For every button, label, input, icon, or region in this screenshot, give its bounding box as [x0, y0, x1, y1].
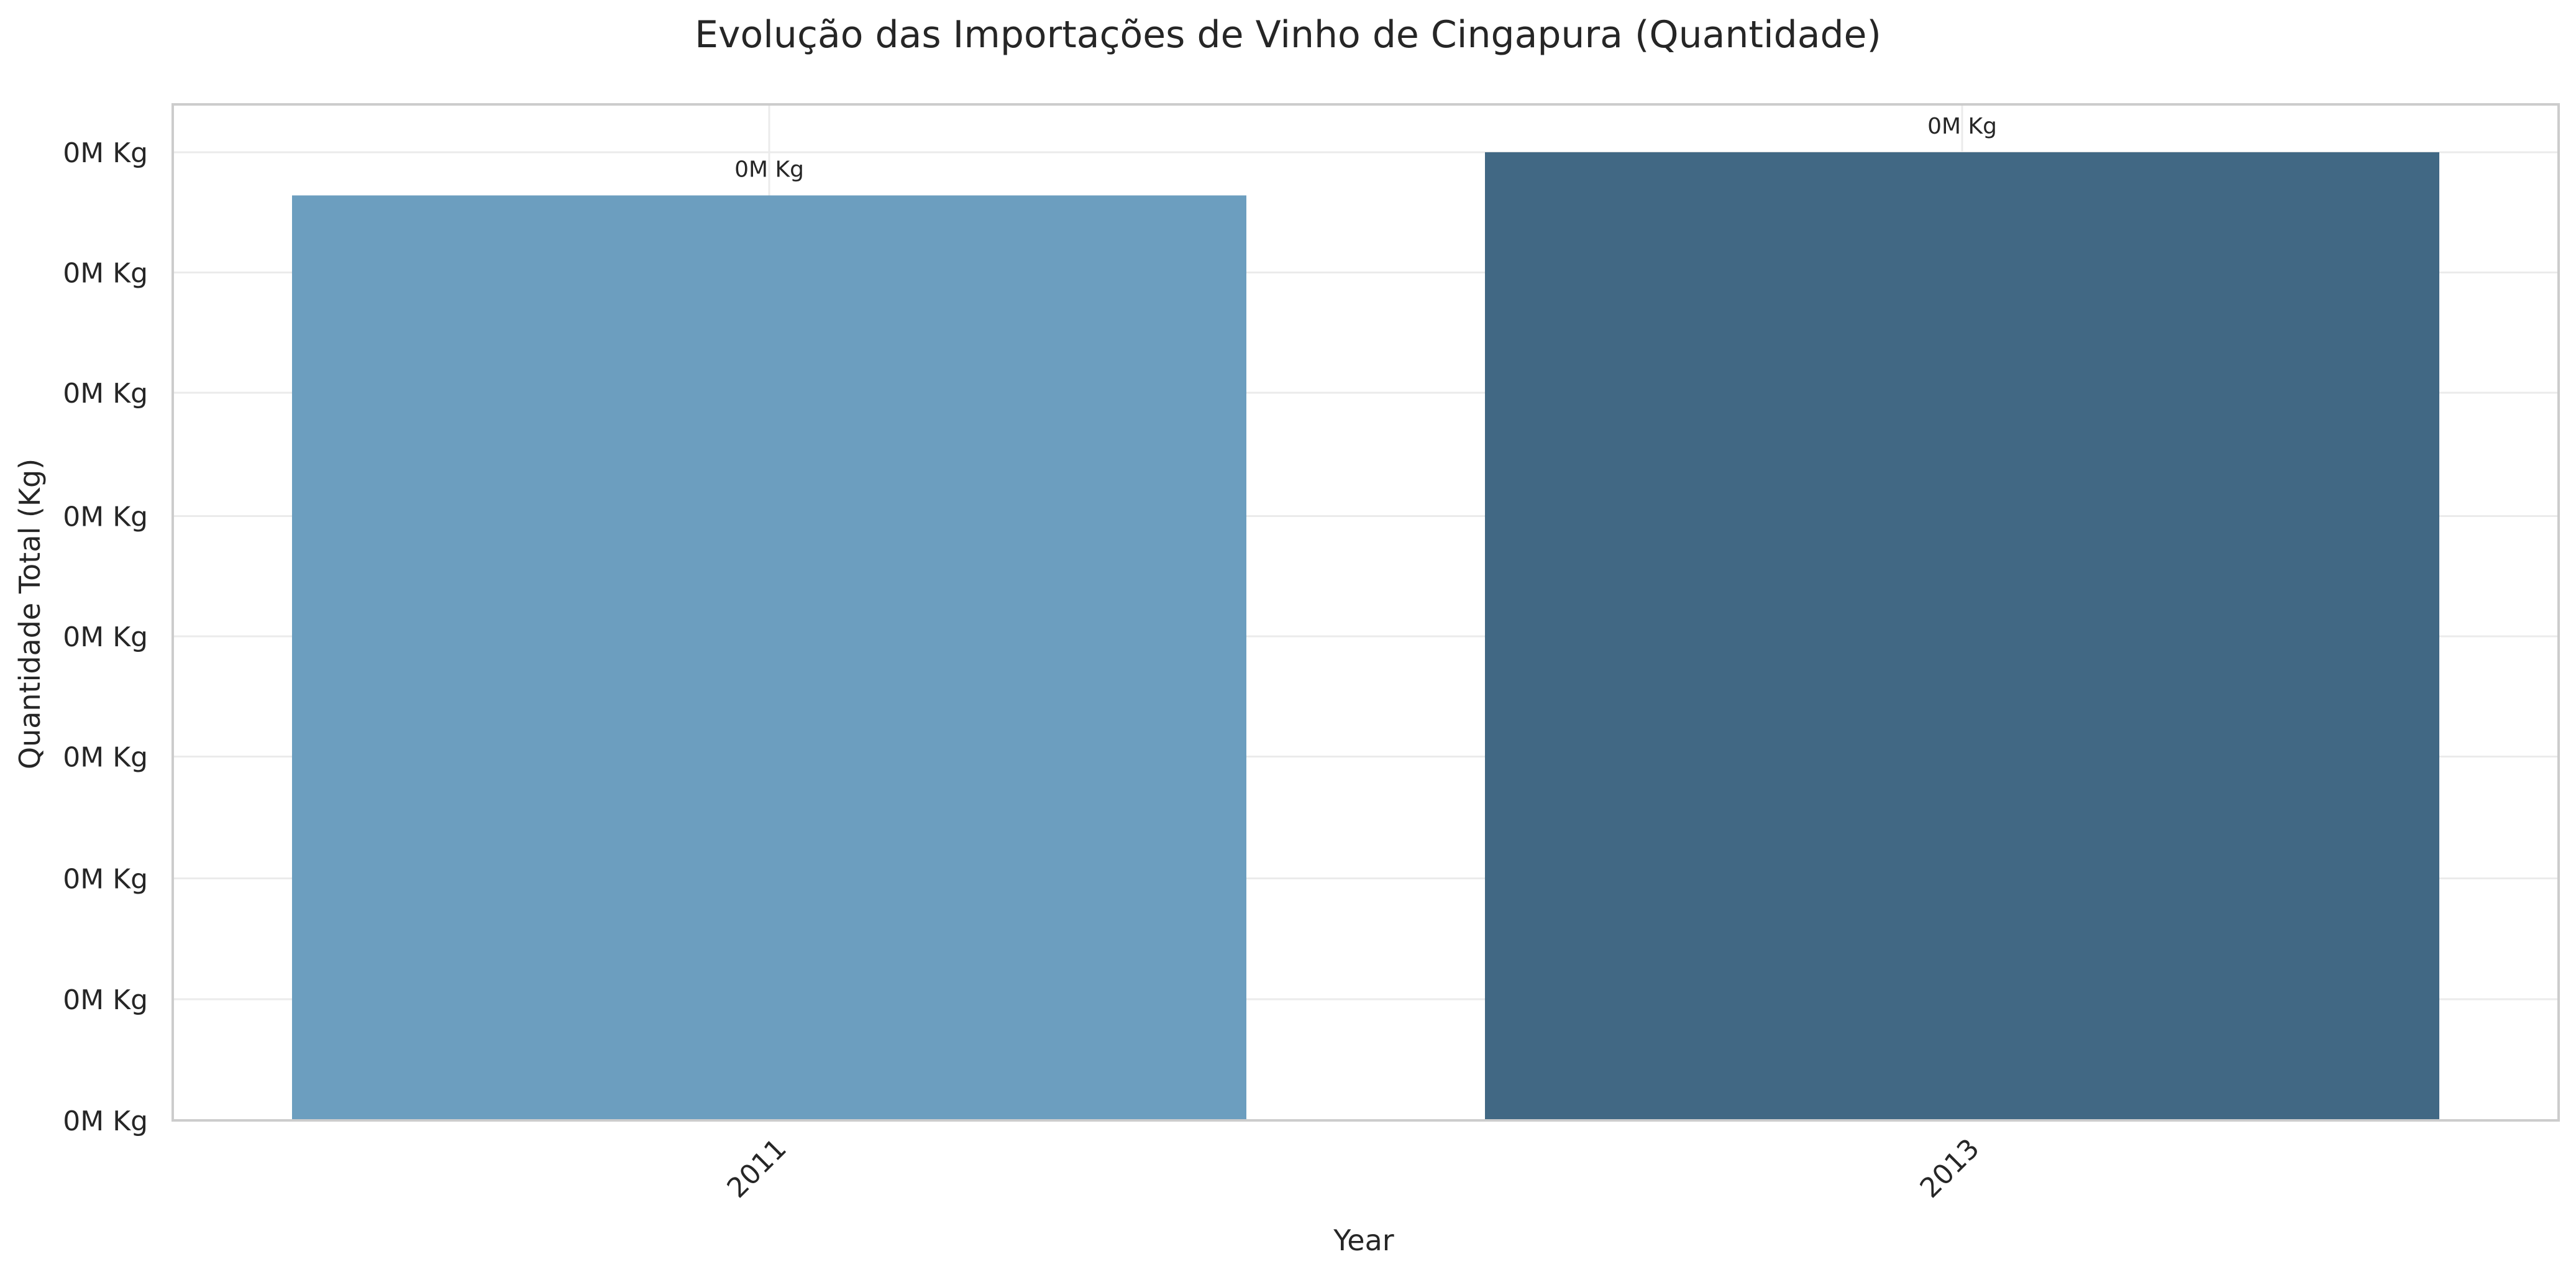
y-tick-label: 0M Kg: [63, 1105, 148, 1137]
y-tick-label: 0M Kg: [63, 501, 148, 533]
bars: [292, 152, 2439, 1120]
y-tick-label: 0M Kg: [63, 864, 148, 895]
y-axis-ticks: 0M Kg 0M Kg 0M Kg 0M Kg 0M Kg 0M Kg 0M Kg 0M Kg…: [63, 137, 148, 1137]
y-tick-label: 0M Kg: [63, 137, 148, 169]
x-axis-label: Year: [1333, 1224, 1394, 1257]
plot-frame: [171, 103, 2560, 1122]
y-tick-label: 0M Kg: [63, 378, 148, 410]
bar-value-labels: 0M Kg 0M Kg: [734, 114, 1997, 182]
y-tick-label: 0M Kg: [63, 621, 148, 653]
y-tick-label: 0M Kg: [63, 258, 148, 290]
bar-2013: [1485, 152, 2439, 1120]
y-tick-label: 0M Kg: [63, 742, 148, 774]
chart-title: Evolução das Importações de Vinho de Cin…: [695, 13, 1881, 57]
bar-2011: [292, 195, 1246, 1120]
bar-value-label: 0M Kg: [734, 157, 804, 182]
y-axis-label: Quantidade Total (Kg): [13, 459, 47, 769]
bar-value-label: 0M Kg: [1927, 114, 1997, 139]
y-tick-label: 0M Kg: [63, 984, 148, 1016]
